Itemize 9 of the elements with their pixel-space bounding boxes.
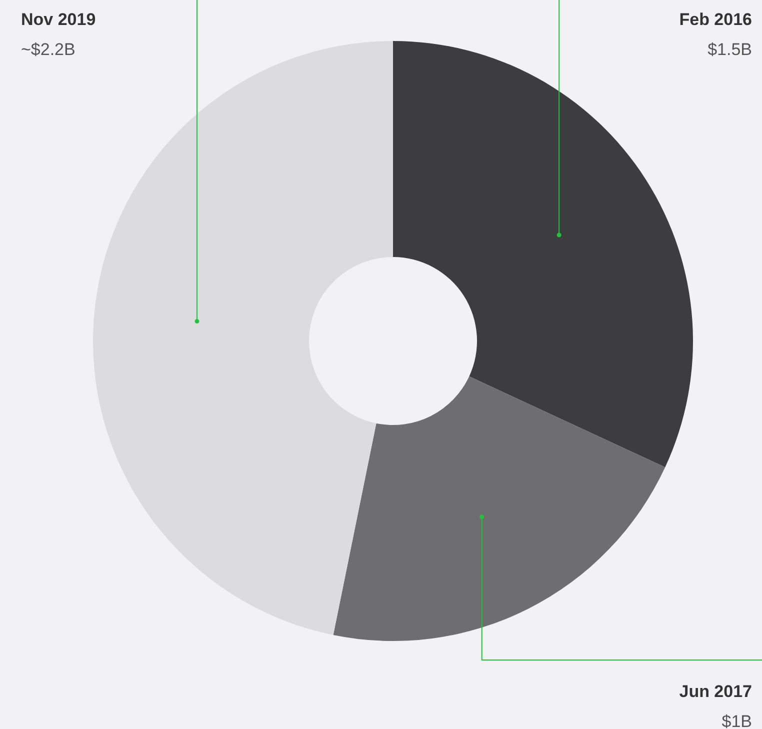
slice-label: Feb 2016 (679, 10, 752, 29)
data-label: $1.5B (708, 40, 752, 59)
donut-slice (393, 41, 692, 468)
donut-slice (93, 41, 393, 635)
data-label: ~$2.2B (21, 40, 76, 59)
slice-label: Jun 2017 (679, 682, 752, 701)
data-label: $1B (722, 712, 752, 729)
slice-label: Nov 2019 (21, 10, 96, 29)
donut-slice (333, 376, 666, 641)
